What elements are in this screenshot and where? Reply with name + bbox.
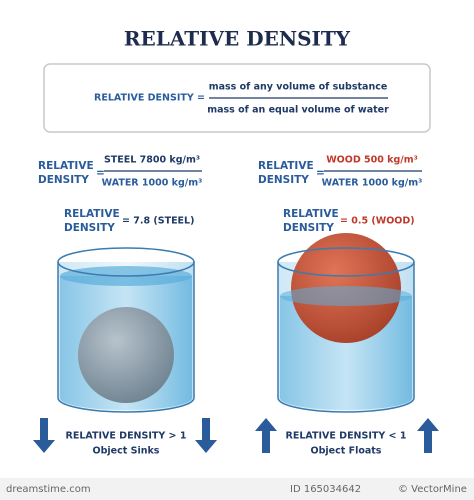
footer-bar xyxy=(0,478,474,500)
title: RELATIVE DENSITY xyxy=(124,27,351,51)
label: RELATIVE xyxy=(258,160,314,172)
definition-denominator: mass of an equal volume of water xyxy=(207,105,389,116)
result-label: RELATIVE xyxy=(283,208,339,220)
footer-id: ID 165034642 xyxy=(290,484,361,495)
beaker-floats xyxy=(277,233,415,413)
arrows xyxy=(33,418,439,453)
definition-label: RELATIVE DENSITY = xyxy=(94,93,205,104)
label: RELATIVE xyxy=(38,160,94,172)
equals: = xyxy=(96,167,105,179)
outcome: Object Floats xyxy=(311,446,382,457)
label: DENSITY xyxy=(38,174,89,186)
equals: = xyxy=(316,167,325,179)
outcome: Object Sinks xyxy=(93,446,160,457)
denominator: WATER 1000 kg/m³ xyxy=(102,178,203,189)
beaker-sinks xyxy=(57,247,195,413)
denominator: WATER 1000 kg/m³ xyxy=(322,178,423,189)
condition: RELATIVE DENSITY < 1 xyxy=(286,431,407,442)
result-label: RELATIVE xyxy=(64,208,120,220)
definition-numerator: mass of any volume of substance xyxy=(209,82,388,93)
numerator: WOOD 500 kg/m³ xyxy=(326,155,418,166)
result-label: DENSITY xyxy=(64,222,115,234)
result: = 0.5 (WOOD) xyxy=(340,216,415,227)
label: DENSITY xyxy=(258,174,309,186)
footer-site: dreamstime.com xyxy=(6,484,91,495)
numerator: STEEL 7800 kg/m³ xyxy=(104,155,200,166)
condition: RELATIVE DENSITY > 1 xyxy=(66,431,187,442)
result-label: DENSITY xyxy=(283,222,334,234)
footer-credit: © VectorMine xyxy=(398,484,467,495)
result: = 7.8 (STEEL) xyxy=(122,216,194,227)
